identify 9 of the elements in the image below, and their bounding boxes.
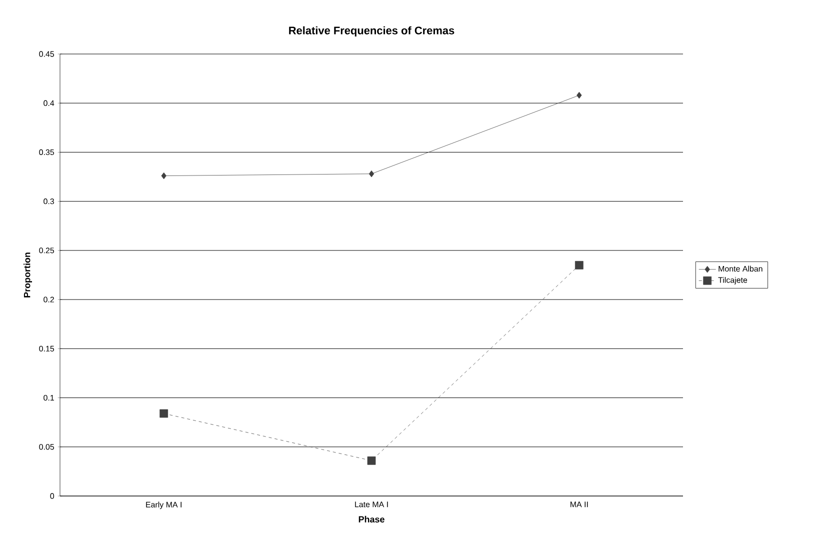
point bbox=[574, 260, 584, 270]
point bbox=[576, 92, 582, 99]
y-axis-title: Proportion bbox=[24, 252, 32, 298]
point bbox=[367, 456, 376, 465]
x-axis-title: Phase bbox=[358, 516, 384, 523]
point bbox=[368, 170, 374, 178]
point bbox=[161, 172, 166, 180]
chart-title: Relative Frequencies of Cremas bbox=[289, 26, 454, 37]
point bbox=[160, 409, 168, 418]
